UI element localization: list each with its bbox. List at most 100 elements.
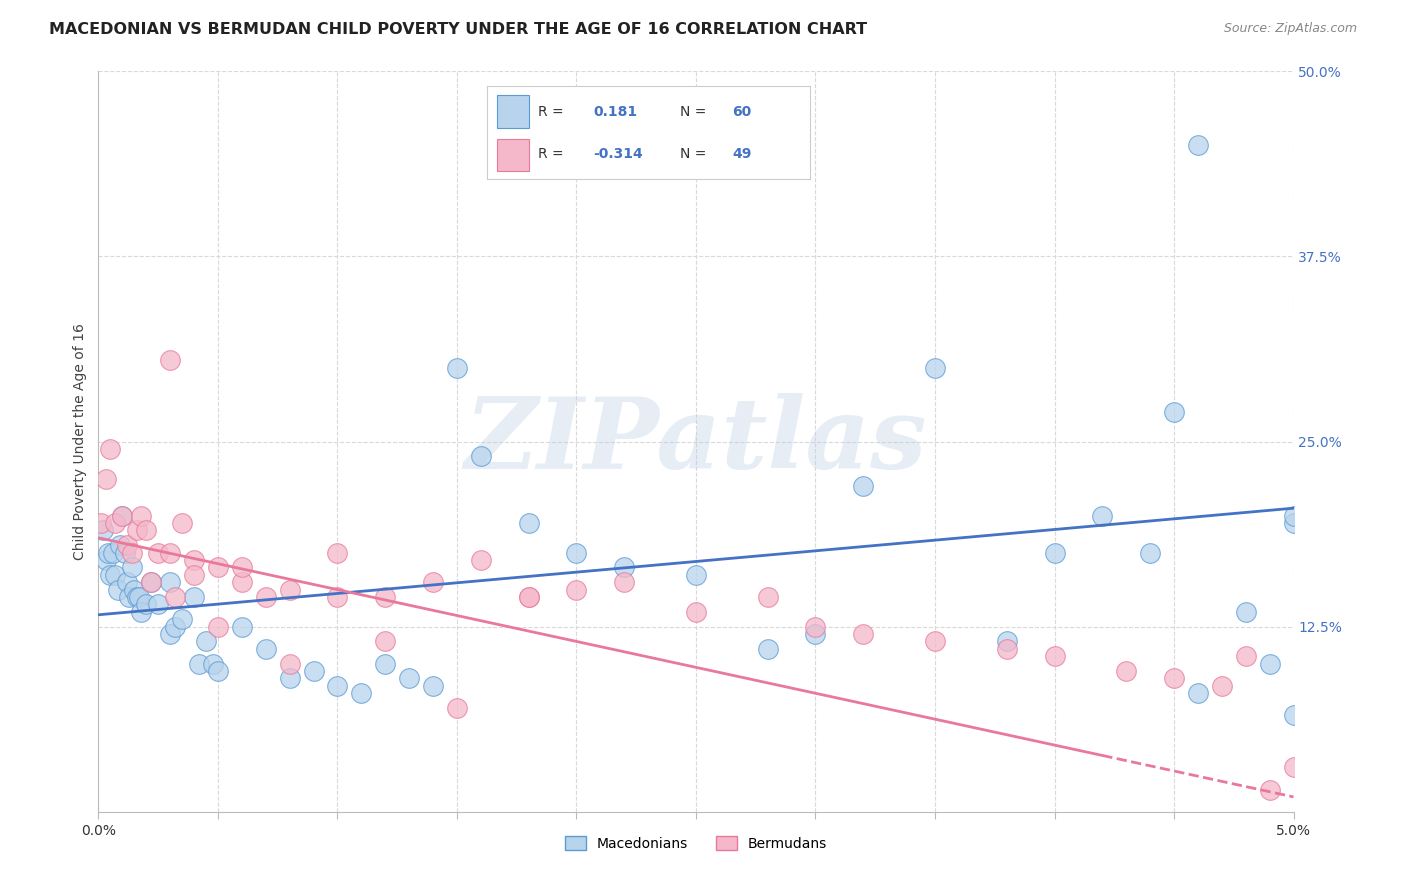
Point bbox=[1282, 516, 1305, 530]
Point bbox=[128, 590, 150, 604]
Point bbox=[278, 582, 301, 597]
Point bbox=[125, 590, 148, 604]
Point bbox=[97, 546, 120, 560]
Point bbox=[565, 546, 588, 560]
Point bbox=[107, 582, 129, 597]
Point bbox=[613, 575, 636, 590]
Point bbox=[1163, 405, 1185, 419]
Point bbox=[1139, 546, 1161, 560]
Point bbox=[148, 546, 170, 560]
Point bbox=[183, 590, 205, 604]
Text: Source: ZipAtlas.com: Source: ZipAtlas.com bbox=[1223, 22, 1357, 36]
Legend: Macedonians, Bermudans: Macedonians, Bermudans bbox=[560, 830, 832, 856]
Point bbox=[101, 546, 124, 560]
Point bbox=[685, 605, 707, 619]
Point bbox=[159, 546, 181, 560]
Point bbox=[131, 605, 153, 619]
Point bbox=[1043, 546, 1066, 560]
Point bbox=[1187, 138, 1209, 153]
Point bbox=[115, 538, 138, 552]
Point bbox=[422, 679, 444, 693]
Point bbox=[90, 516, 112, 530]
Point bbox=[115, 575, 138, 590]
Point bbox=[91, 524, 114, 538]
Point bbox=[135, 598, 157, 612]
Point bbox=[139, 575, 162, 590]
Point bbox=[111, 508, 134, 523]
Point bbox=[374, 634, 396, 648]
Point bbox=[254, 641, 277, 656]
Point bbox=[1282, 508, 1305, 523]
Point bbox=[326, 590, 349, 604]
Point bbox=[374, 590, 396, 604]
Point bbox=[1258, 657, 1281, 671]
Point bbox=[517, 590, 540, 604]
Point bbox=[1258, 782, 1281, 797]
Point bbox=[1163, 672, 1185, 686]
Point bbox=[398, 672, 420, 686]
Y-axis label: Child Poverty Under the Age of 16: Child Poverty Under the Age of 16 bbox=[73, 323, 87, 560]
Point bbox=[446, 701, 468, 715]
Point bbox=[231, 575, 253, 590]
Point bbox=[159, 627, 181, 641]
Point bbox=[924, 634, 946, 648]
Point bbox=[125, 524, 148, 538]
Point bbox=[852, 627, 875, 641]
Point bbox=[124, 582, 146, 597]
Point bbox=[131, 508, 153, 523]
Point bbox=[565, 582, 588, 597]
Point bbox=[1234, 605, 1257, 619]
Point bbox=[446, 360, 468, 375]
Point bbox=[111, 508, 134, 523]
Point bbox=[207, 560, 229, 574]
Point bbox=[121, 560, 143, 574]
Point bbox=[326, 546, 349, 560]
Text: ZIPatlas: ZIPatlas bbox=[465, 393, 927, 490]
Point bbox=[470, 553, 492, 567]
Point bbox=[756, 590, 779, 604]
Point bbox=[98, 567, 122, 582]
Text: MACEDONIAN VS BERMUDAN CHILD POVERTY UNDER THE AGE OF 16 CORRELATION CHART: MACEDONIAN VS BERMUDAN CHILD POVERTY UND… bbox=[49, 22, 868, 37]
Point bbox=[183, 567, 205, 582]
Point bbox=[231, 619, 253, 633]
Point bbox=[202, 657, 225, 671]
Point bbox=[172, 612, 194, 626]
Point bbox=[995, 641, 1018, 656]
Point bbox=[183, 553, 205, 567]
Point bbox=[207, 664, 229, 678]
Point bbox=[278, 657, 301, 671]
Point bbox=[1091, 508, 1114, 523]
Point bbox=[804, 619, 827, 633]
Point bbox=[135, 524, 157, 538]
Point bbox=[94, 471, 117, 485]
Point bbox=[108, 538, 131, 552]
Point bbox=[104, 516, 127, 530]
Point bbox=[159, 575, 181, 590]
Point bbox=[804, 627, 827, 641]
Point bbox=[98, 442, 122, 456]
Point bbox=[517, 516, 540, 530]
Point bbox=[1187, 686, 1209, 700]
Point bbox=[685, 567, 707, 582]
Point bbox=[995, 634, 1018, 648]
Point bbox=[517, 590, 540, 604]
Point bbox=[139, 575, 162, 590]
Point bbox=[326, 679, 349, 693]
Point bbox=[470, 450, 492, 464]
Point bbox=[231, 560, 253, 574]
Point bbox=[118, 590, 141, 604]
Point bbox=[924, 360, 946, 375]
Point bbox=[172, 516, 194, 530]
Point bbox=[374, 657, 396, 671]
Point bbox=[1282, 760, 1305, 774]
Point bbox=[207, 619, 229, 633]
Point bbox=[121, 546, 143, 560]
Point bbox=[302, 664, 325, 678]
Point bbox=[187, 657, 209, 671]
Point bbox=[422, 575, 444, 590]
Point bbox=[163, 590, 186, 604]
Point bbox=[278, 672, 301, 686]
Point bbox=[1211, 679, 1233, 693]
Point bbox=[350, 686, 373, 700]
Point bbox=[852, 479, 875, 493]
